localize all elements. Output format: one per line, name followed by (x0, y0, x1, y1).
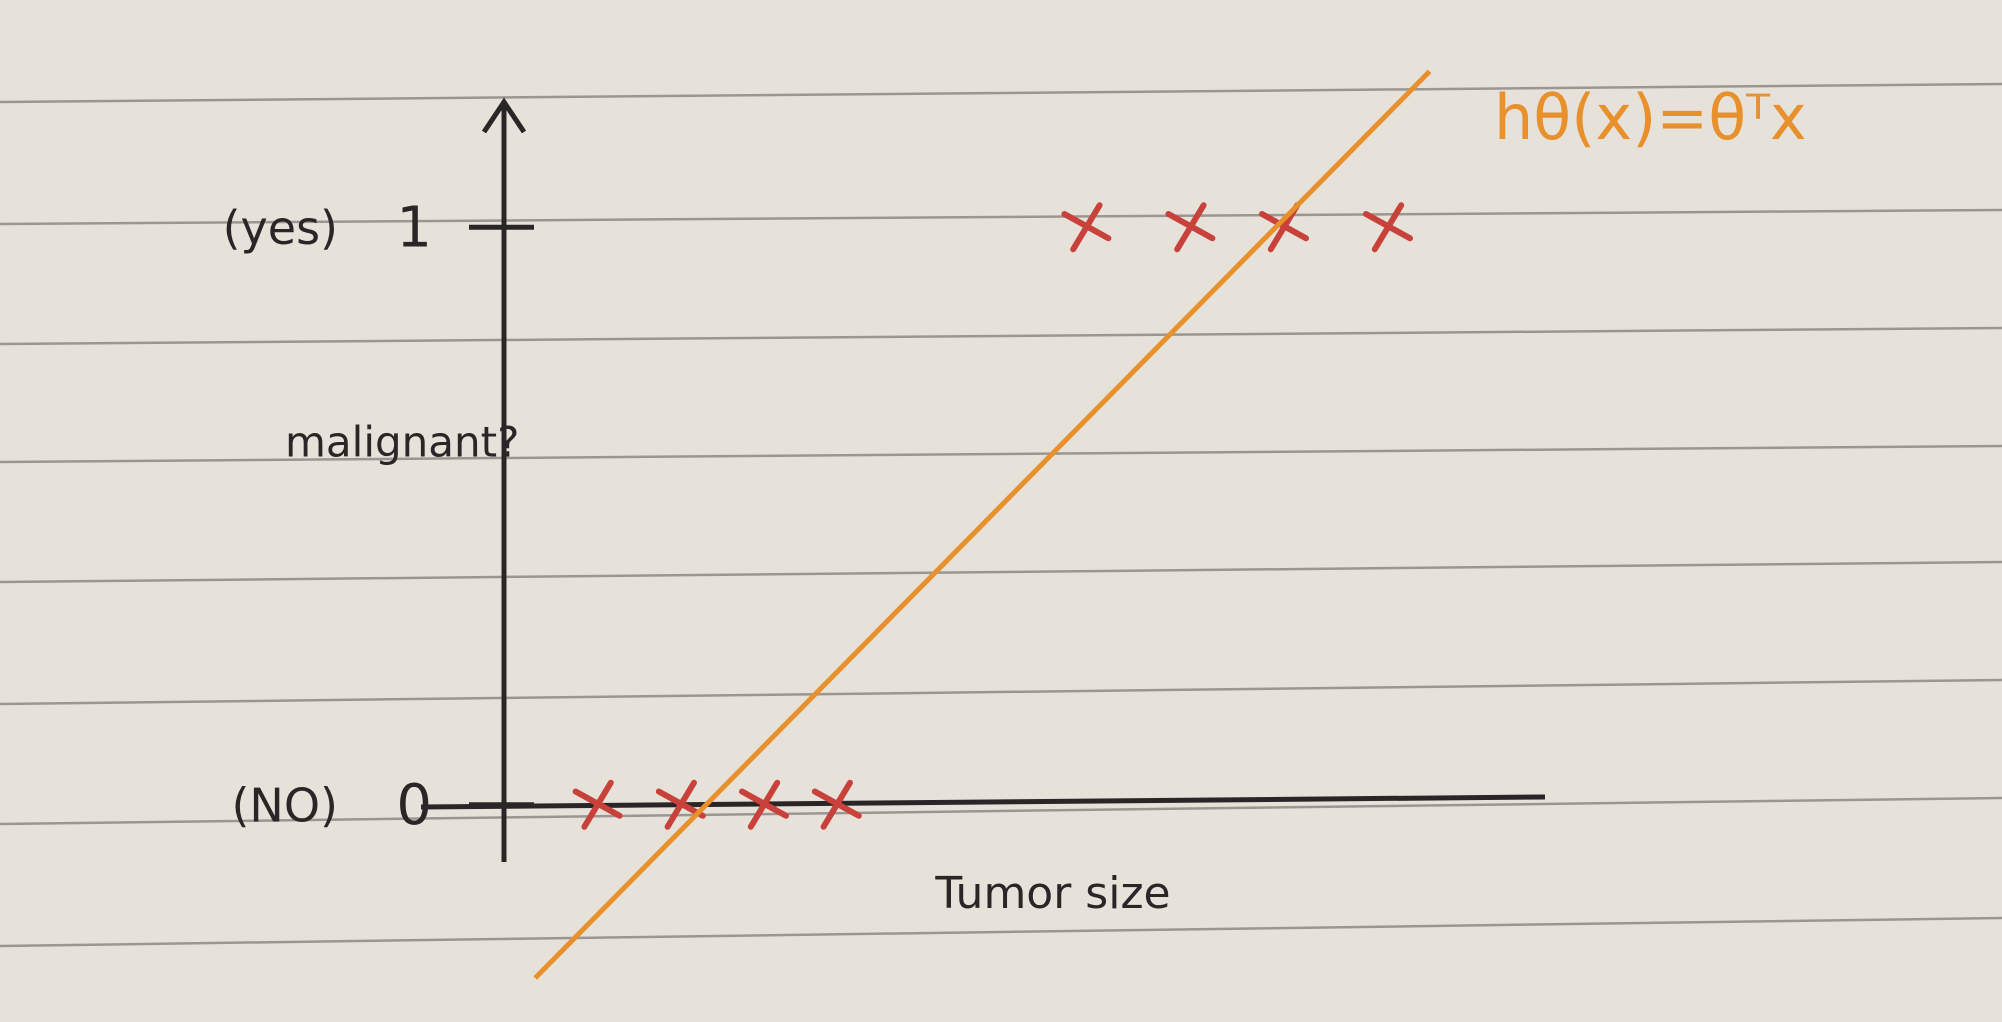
y-annotation: (yes) (223, 201, 338, 255)
data-point (1363, 202, 1413, 253)
data-point (655, 779, 706, 830)
fit-line (533, 69, 1432, 980)
rule-line (0, 444, 2002, 464)
data-point (1165, 202, 1216, 253)
y-tick-label: 1 (396, 195, 432, 260)
ruled-lines (0, 82, 2002, 948)
data-point (572, 779, 623, 830)
x-axis-label: Tumor size (934, 868, 1170, 919)
rule-line (0, 560, 2002, 584)
rule-line (0, 916, 2002, 948)
line-label: hθ(x)=θᵀx (1494, 81, 1807, 154)
y-annotation: (NO) (231, 778, 338, 832)
rule-line (0, 82, 2002, 104)
y-axis-arrow (481, 97, 527, 134)
data-point (739, 779, 789, 830)
rule-line (0, 326, 2002, 346)
rule-line (0, 678, 2002, 706)
rule-line (0, 208, 2002, 226)
y-axis-label: malignant? (285, 418, 519, 467)
y-tick-label: 0 (396, 773, 432, 838)
data-point (1061, 202, 1112, 253)
data-point (811, 779, 862, 830)
rule-line (0, 796, 2002, 826)
x-axis (420, 794, 1546, 810)
